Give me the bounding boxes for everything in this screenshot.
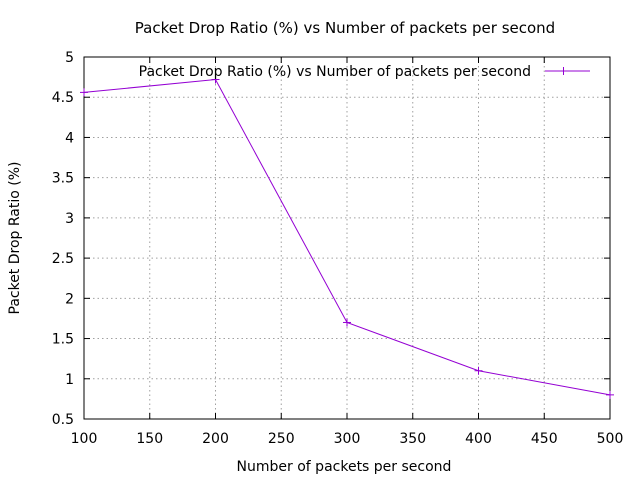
legend-marker (559, 67, 568, 75)
chart-title: Packet Drop Ratio (%) vs Number of packe… (135, 19, 555, 37)
y-tick-label: 4 (65, 130, 74, 146)
y-tick-label: 4.5 (52, 90, 74, 106)
x-tick-label: 250 (268, 431, 295, 447)
x-tick-label: 150 (136, 431, 163, 447)
legend: Packet Drop Ratio (%) vs Number of packe… (139, 64, 590, 80)
x-tick-label: 450 (531, 431, 558, 447)
grid-layer (84, 57, 610, 419)
y-tick-label: 2.5 (52, 251, 74, 267)
data-point-marker (474, 366, 483, 375)
x-tick-label: 400 (465, 431, 492, 447)
y-tick-label: 0.5 (52, 412, 74, 428)
x-axis-label: Number of packets per second (237, 459, 452, 475)
x-tick-label: 350 (399, 431, 426, 447)
x-tick-label: 500 (597, 431, 624, 447)
x-tick-label: 100 (71, 431, 98, 447)
legend-entry-label: Packet Drop Ratio (%) vs Number of packe… (139, 64, 531, 80)
y-tick-label: 5 (65, 50, 74, 66)
x-tick-label: 200 (202, 431, 229, 447)
y-tick-label: 1 (65, 372, 74, 388)
y-tick-label: 3.5 (52, 171, 74, 187)
data-point-marker (80, 88, 88, 97)
y-tick-label: 3 (65, 211, 74, 227)
data-point-marker (606, 390, 614, 399)
data-point-marker (211, 75, 220, 84)
y-axis-label: Packet Drop Ratio (%) (7, 161, 23, 314)
axis-ticks: 100 150 200 250 300 350 400 450 500 0.5 1 1.5 2 2.5 3 3… (52, 50, 624, 447)
y-tick-label: 1.5 (52, 332, 74, 348)
x-tick-label: 300 (334, 431, 361, 447)
y-tick-label: 2 (65, 291, 74, 307)
data-point-marker (343, 318, 351, 327)
series-layer (80, 75, 614, 399)
